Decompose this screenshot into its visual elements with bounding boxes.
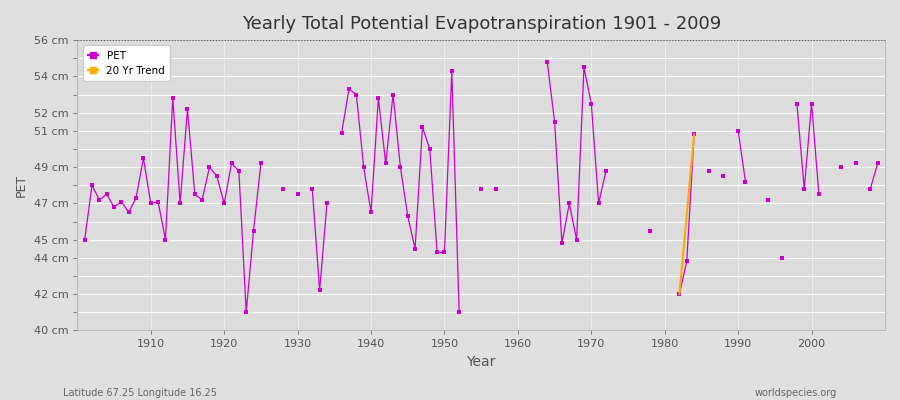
X-axis label: Year: Year [466, 355, 496, 369]
Text: worldspecies.org: worldspecies.org [755, 388, 837, 398]
Title: Yearly Total Potential Evapotranspiration 1901 - 2009: Yearly Total Potential Evapotranspiratio… [241, 15, 721, 33]
Y-axis label: PET: PET [15, 174, 28, 197]
Text: Latitude 67.25 Longitude 16.25: Latitude 67.25 Longitude 16.25 [63, 388, 217, 398]
Legend: PET, 20 Yr Trend: PET, 20 Yr Trend [83, 45, 170, 81]
